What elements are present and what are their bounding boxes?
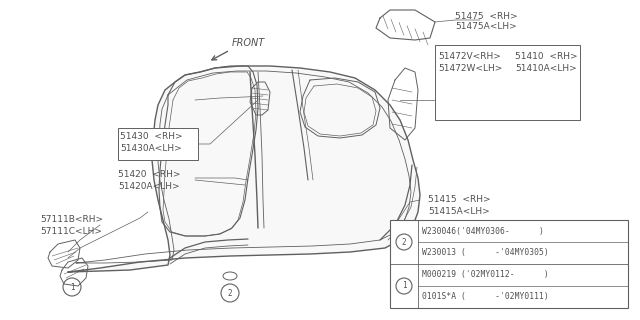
Text: M000219 ('02MY0112-      ): M000219 ('02MY0112- ) xyxy=(422,270,548,279)
Text: 51475  <RH>: 51475 <RH> xyxy=(455,12,518,20)
Text: FRONT: FRONT xyxy=(232,38,265,48)
Text: A522001030: A522001030 xyxy=(570,299,628,308)
Text: 51415A<LH>: 51415A<LH> xyxy=(428,207,490,216)
FancyBboxPatch shape xyxy=(435,45,580,120)
FancyBboxPatch shape xyxy=(118,128,198,160)
Polygon shape xyxy=(68,66,420,272)
Text: 51430A<LH>: 51430A<LH> xyxy=(120,144,182,153)
Text: 0101S*A (      -'02MY0111): 0101S*A ( -'02MY0111) xyxy=(422,292,548,301)
Text: 2: 2 xyxy=(402,237,406,246)
Text: W230013 (      -'04MY0305): W230013 ( -'04MY0305) xyxy=(422,249,548,258)
Text: 51410  <RH>: 51410 <RH> xyxy=(515,52,578,61)
Text: W230046('04MY0306-      ): W230046('04MY0306- ) xyxy=(422,227,544,236)
FancyBboxPatch shape xyxy=(390,220,628,308)
Text: 51420A<LH>: 51420A<LH> xyxy=(118,182,180,191)
Text: 57111B<RH>: 57111B<RH> xyxy=(40,215,103,224)
Text: 51410A<LH>: 51410A<LH> xyxy=(515,64,577,73)
Text: 51472V<RH>: 51472V<RH> xyxy=(438,52,501,61)
Text: 51472W<LH>: 51472W<LH> xyxy=(438,64,502,73)
Text: 1: 1 xyxy=(402,282,406,291)
Text: 51415  <RH>: 51415 <RH> xyxy=(428,195,491,204)
Text: 51420  <RH>: 51420 <RH> xyxy=(118,170,180,179)
Text: 57111C<LH>: 57111C<LH> xyxy=(40,227,102,236)
Text: 51475A<LH>: 51475A<LH> xyxy=(455,21,516,30)
Text: 1: 1 xyxy=(70,283,74,292)
Text: 2: 2 xyxy=(228,289,232,298)
Text: 51430  <RH>: 51430 <RH> xyxy=(120,132,182,141)
